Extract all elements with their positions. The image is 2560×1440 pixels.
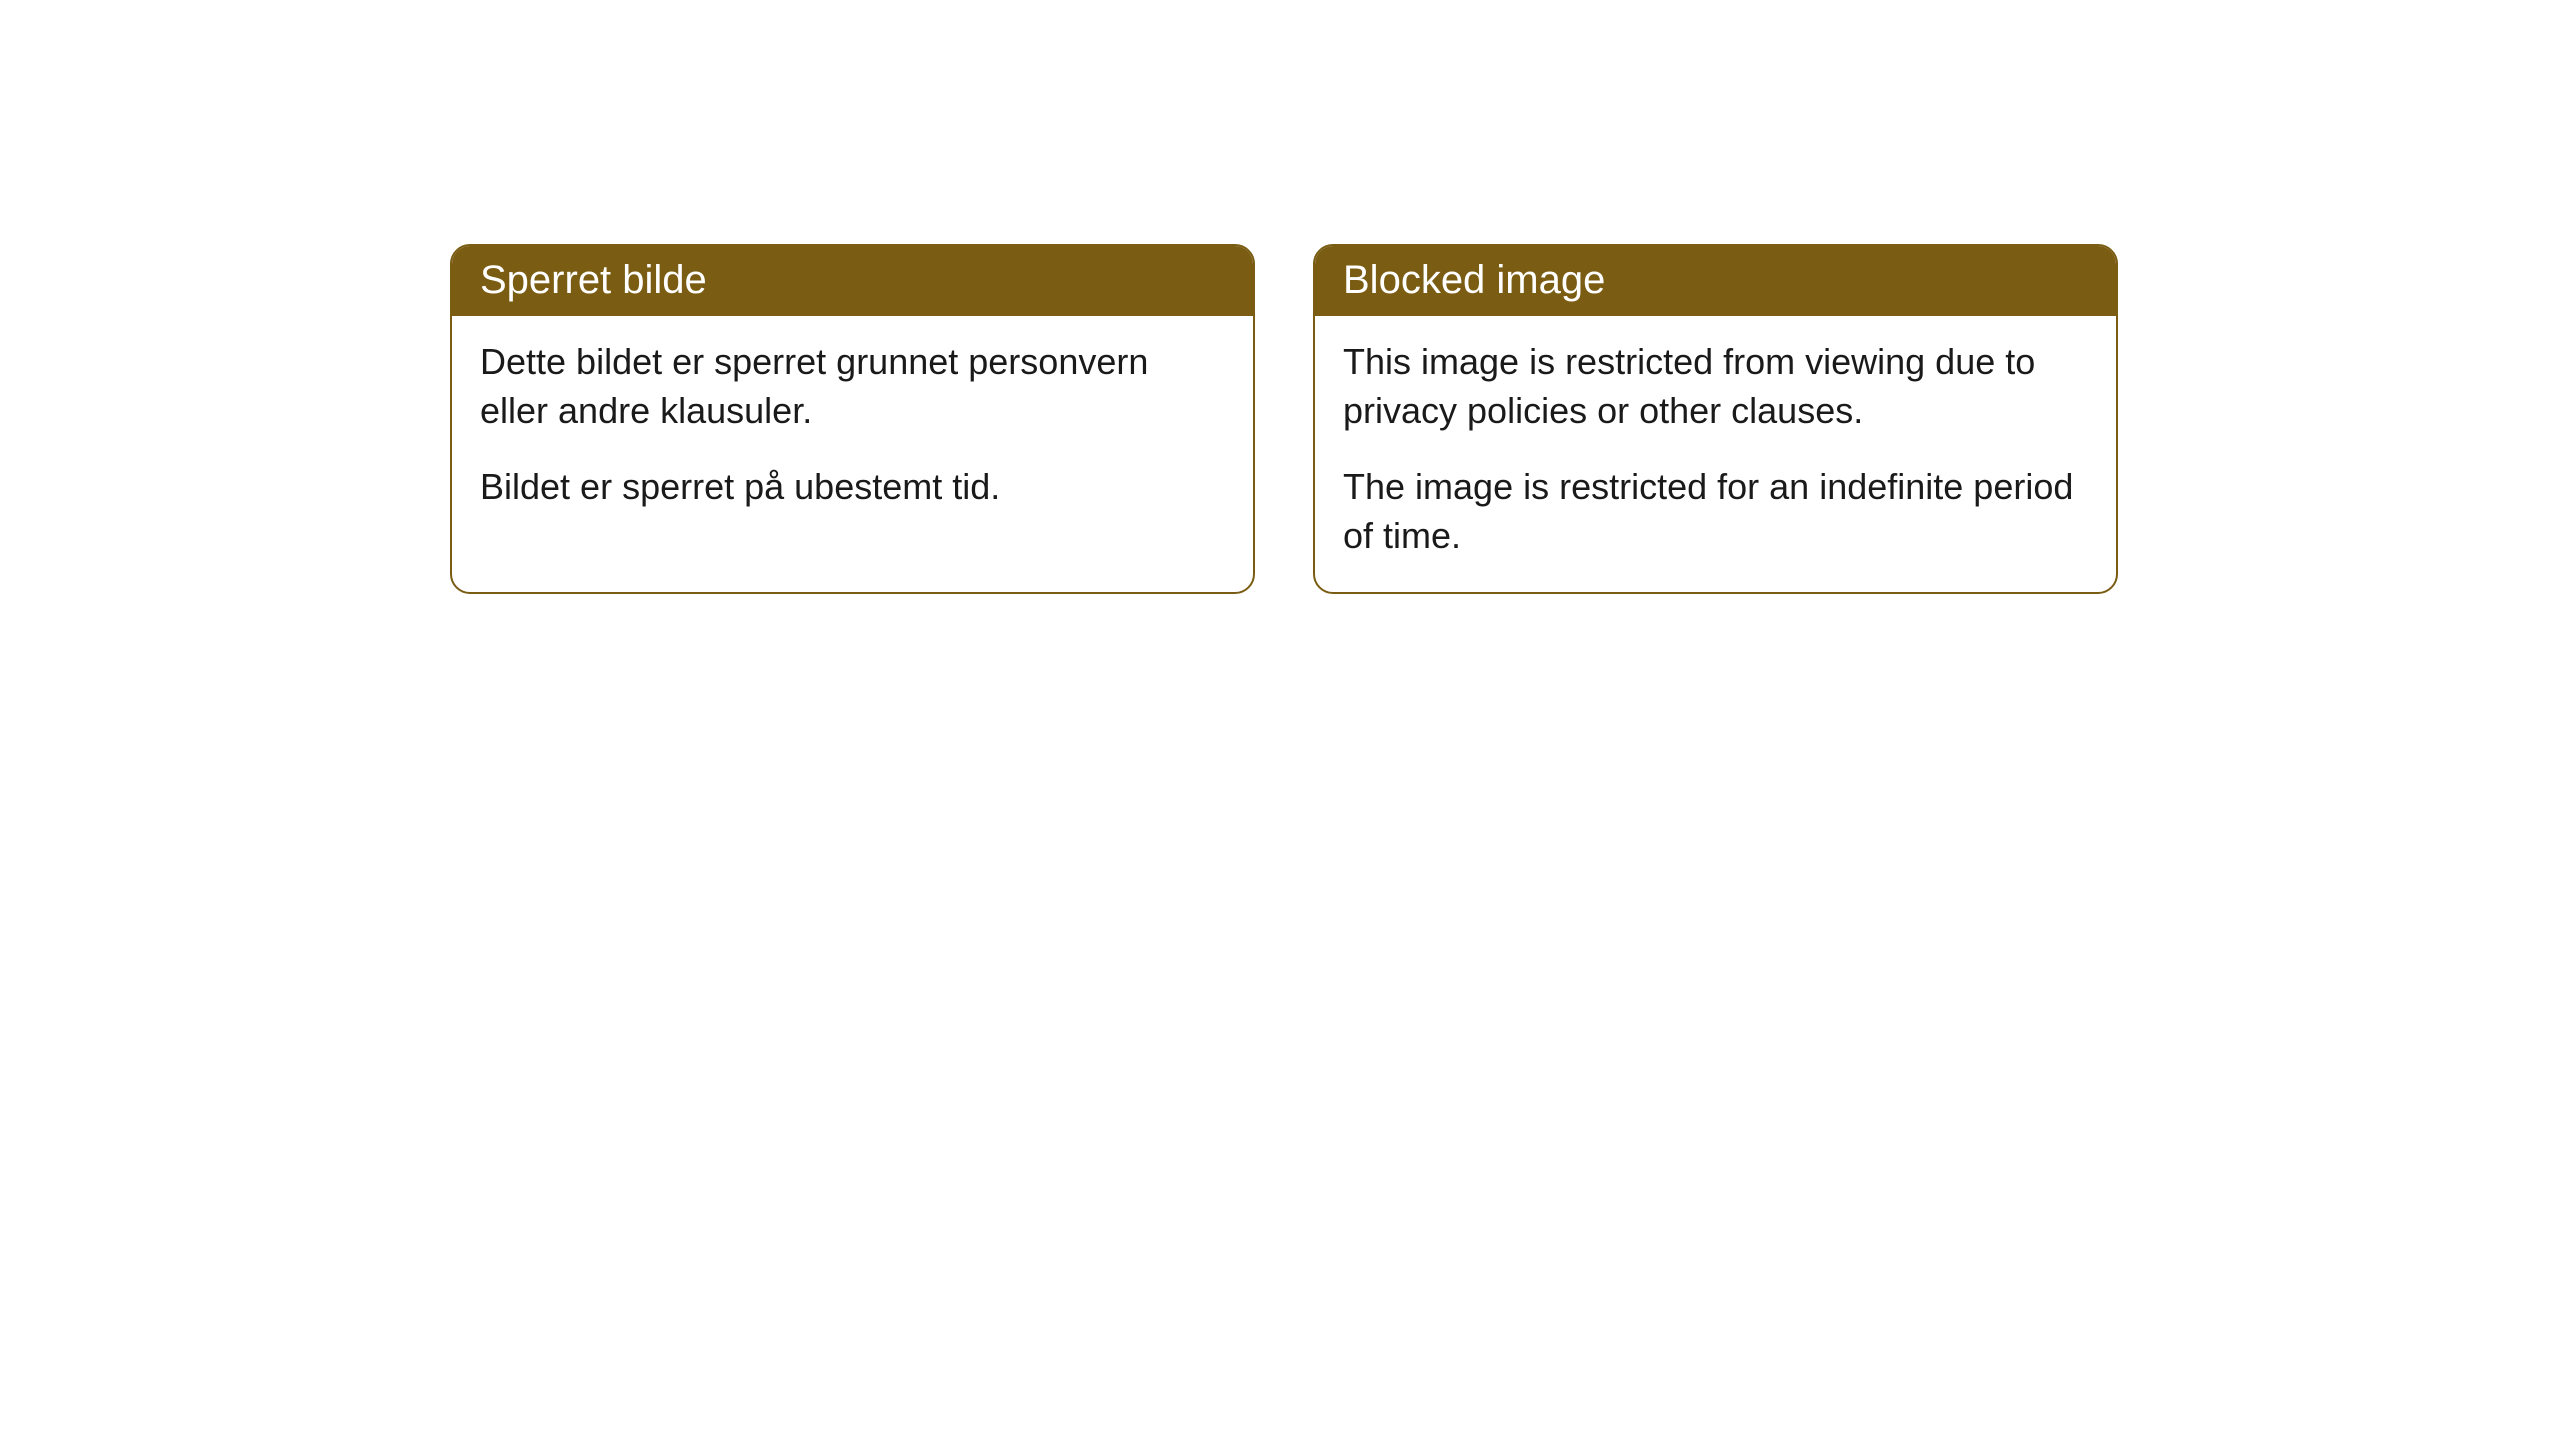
card-body: Dette bildet er sperret grunnet personve… — [452, 316, 1253, 544]
card-title: Blocked image — [1315, 246, 2116, 316]
notice-container: Sperret bilde Dette bildet er sperret gr… — [450, 244, 2118, 594]
blocked-image-card-english: Blocked image This image is restricted f… — [1313, 244, 2118, 594]
card-paragraph-1: Dette bildet er sperret grunnet personve… — [480, 338, 1225, 435]
card-title: Sperret bilde — [452, 246, 1253, 316]
card-paragraph-2: The image is restricted for an indefinit… — [1343, 463, 2088, 560]
card-body: This image is restricted from viewing du… — [1315, 316, 2116, 592]
blocked-image-card-norwegian: Sperret bilde Dette bildet er sperret gr… — [450, 244, 1255, 594]
card-paragraph-2: Bildet er sperret på ubestemt tid. — [480, 463, 1225, 512]
card-paragraph-1: This image is restricted from viewing du… — [1343, 338, 2088, 435]
